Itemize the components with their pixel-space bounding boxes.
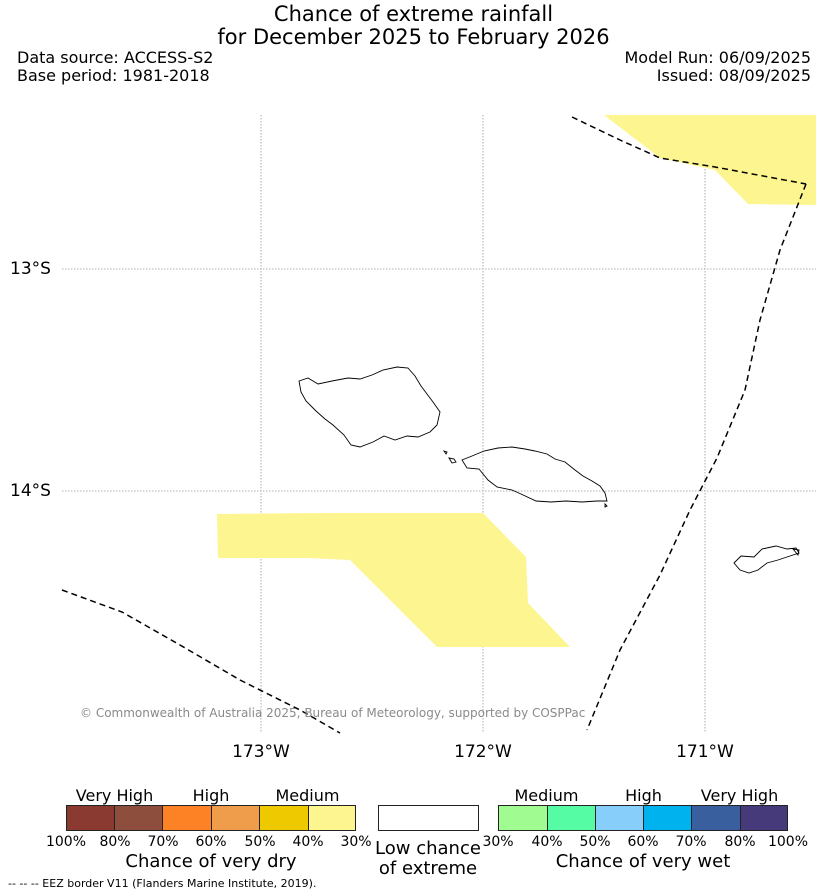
- eez-footnote: -- -- -- EEZ border V11 (Flanders Marine…: [8, 877, 317, 890]
- map-title-line1: Chance of extreme rainfall: [273, 2, 554, 26]
- dry-legend-caption: Chance of very dry: [125, 851, 297, 872]
- eez-border-east: [586, 183, 807, 731]
- wet-swatch-60-70: [643, 805, 692, 831]
- dry-swatch-100-80: [66, 805, 115, 831]
- wet-tick-30: 30%: [482, 834, 514, 850]
- base-period-text: Base period: 1981-2018: [17, 66, 210, 85]
- dry-region-northeast: [604, 115, 816, 205]
- low-chance-swatch: [378, 805, 479, 831]
- dry-swatch-80-70: [114, 805, 163, 831]
- copyright-text: © Commonwealth of Australia 2025, Bureau…: [80, 706, 586, 720]
- lat-label-13s: 13°S: [10, 259, 51, 279]
- dry-group-high: High: [192, 786, 230, 805]
- islet-near-upolu: [604, 502, 608, 508]
- dry-group-medium: Medium: [275, 786, 340, 805]
- wet-swatch-50-60: [595, 805, 644, 831]
- island-apolima: [442, 450, 448, 455]
- low-chance-caption-line2: of extreme: [378, 858, 478, 879]
- wet-group-very-high: Very High: [700, 786, 779, 805]
- wet-tick-60: 60%: [627, 834, 659, 850]
- dry-tick-60: 60%: [195, 834, 227, 850]
- wet-tick-50: 50%: [579, 834, 611, 850]
- dry-tick-40: 40%: [292, 834, 324, 850]
- dry-region-southwest: [217, 513, 570, 647]
- island-tutuila: [733, 545, 800, 574]
- issued-text: Issued: 08/09/2025: [656, 66, 811, 85]
- wet-swatch-70-80: [691, 805, 741, 831]
- island-upolu: [461, 446, 608, 503]
- lon-label-172w: 172°W: [454, 742, 512, 762]
- lon-label-173w: 173°W: [232, 742, 290, 762]
- island-manono: [448, 457, 457, 464]
- dry-tick-70: 70%: [147, 834, 179, 850]
- wet-legend-caption: Chance of very wet: [555, 851, 731, 872]
- eez-border-north: [571, 116, 807, 185]
- data-source-text: Data source: ACCESS-S2: [17, 48, 214, 67]
- island-savaii: [298, 366, 441, 448]
- map-title-line2: for December 2025 to February 2026: [217, 25, 610, 49]
- eez-border-southwest: [61, 589, 341, 734]
- wet-tick-40: 40%: [531, 834, 563, 850]
- wet-swatch-80-100: [740, 805, 788, 831]
- wet-swatch-40-50: [547, 805, 596, 831]
- dry-group-very-high: Very High: [75, 786, 154, 805]
- dry-tick-100: 100%: [45, 834, 87, 850]
- lon-label-171w: 171°W: [676, 742, 734, 762]
- lat-label-14s: 14°S: [10, 481, 51, 501]
- wet-group-medium: Medium: [514, 786, 579, 805]
- model-run-text: Model Run: 06/09/2025: [624, 48, 812, 67]
- wet-swatch-30-40: [498, 805, 548, 831]
- wet-tick-100: 100%: [767, 834, 809, 850]
- dry-swatch-50-40: [259, 805, 309, 831]
- wet-group-high: High: [625, 786, 662, 805]
- dry-swatch-70-60: [162, 805, 212, 831]
- dry-swatch-60-50: [211, 805, 260, 831]
- dry-tick-30: 30%: [340, 834, 372, 850]
- wet-tick-80: 80%: [724, 834, 756, 850]
- island-tutuila-east: [791, 548, 800, 557]
- dry-tick-50: 50%: [244, 834, 276, 850]
- gridlines: [62, 115, 816, 733]
- wet-tick-70: 70%: [675, 834, 707, 850]
- low-chance-caption-line1: Low chance: [375, 838, 481, 859]
- dry-tick-80: 80%: [99, 834, 131, 850]
- dry-swatch-40-30: [308, 805, 356, 831]
